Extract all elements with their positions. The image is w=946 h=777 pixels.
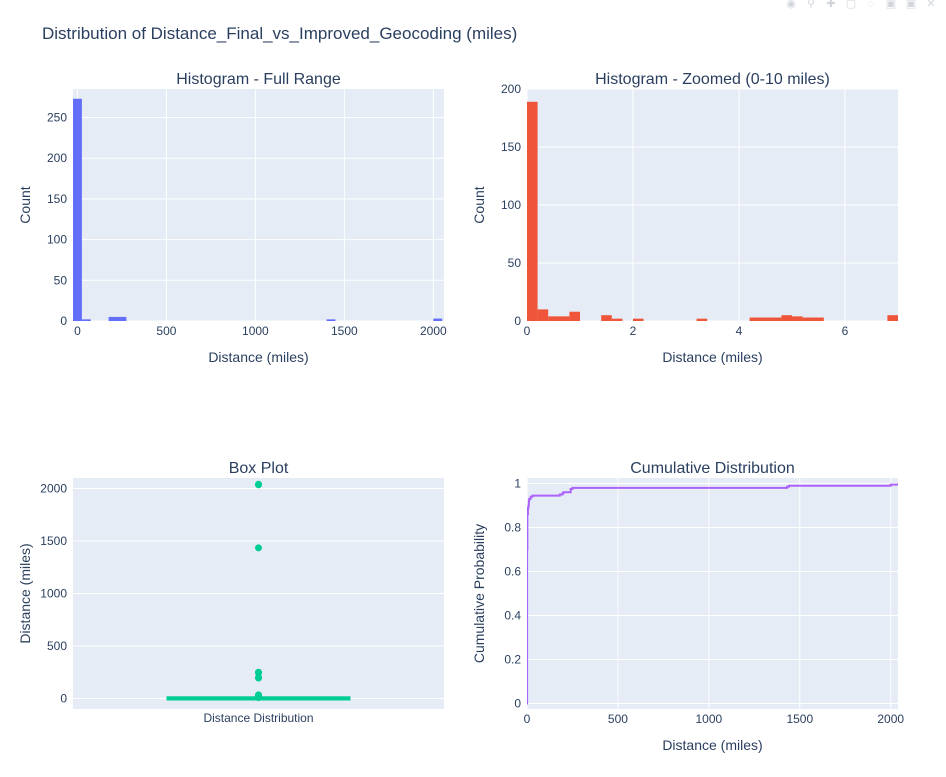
- y-tick-label: 1500: [40, 534, 67, 548]
- zoom-out-icon[interactable]: ▣: [905, 0, 917, 9]
- subplot-title: Cumulative Distribution: [630, 460, 795, 477]
- y-axis-title: Cumulative Probability: [471, 524, 487, 663]
- zoom-icon[interactable]: ⚲: [806, 0, 816, 9]
- autoscale-icon[interactable]: ✕: [926, 0, 936, 9]
- y-axis-title: Count: [17, 186, 33, 223]
- x-tick-label: 500: [156, 324, 176, 338]
- category-tick-label: Distance Distribution: [203, 711, 313, 725]
- y-tick-label: 0.6: [504, 565, 521, 579]
- outlier-point[interactable]: [255, 694, 262, 702]
- y-tick-label: 1000: [40, 587, 67, 601]
- marks: [527, 483, 898, 705]
- histogram-bar[interactable]: [749, 317, 782, 321]
- histogram-bar[interactable]: [326, 319, 336, 321]
- y-tick-label: 200: [501, 82, 521, 96]
- histogram-bar[interactable]: [696, 318, 708, 321]
- subplot-title: Box Plot: [229, 460, 289, 477]
- y-tick-label: 0.8: [504, 521, 521, 535]
- subplot-title: Histogram - Zoomed (0-10 miles): [595, 71, 830, 88]
- y-tick-label: 2000: [40, 482, 67, 496]
- x-tick-label: 2: [630, 324, 637, 338]
- histogram-bar[interactable]: [792, 316, 803, 321]
- y-axis-title: Distance (miles): [17, 543, 33, 643]
- x-tick-label: 1500: [786, 712, 813, 726]
- histogram-bar[interactable]: [527, 101, 538, 321]
- histogram-bar[interactable]: [108, 316, 118, 321]
- x-axis-title: Distance (miles): [662, 349, 762, 365]
- x-tick-label: 1500: [331, 324, 358, 338]
- x-tick-label: 1000: [242, 324, 269, 338]
- outlier-point[interactable]: [255, 481, 262, 489]
- histogram-bar[interactable]: [81, 319, 91, 321]
- subplot-1: 0 50 100 150 200 250 0 500 1000 1500 2000 Histogram…: [17, 71, 447, 365]
- marks: [527, 101, 898, 321]
- x-tick-label: 2000: [877, 712, 904, 726]
- x-tick-label: 6: [842, 324, 849, 338]
- histogram-bar[interactable]: [781, 315, 792, 321]
- subplot-4: 0 0.2 0.4 0.6 0.8 1 0 500 1000 1500 2000 Cumulative…: [471, 460, 904, 753]
- outlier-point[interactable]: [255, 674, 262, 682]
- y-tick-label: 0: [60, 314, 67, 328]
- y-tick-label: 0.2: [504, 653, 521, 667]
- y-tick-label: 200: [47, 151, 67, 165]
- x-tick-label: 0: [524, 712, 531, 726]
- histogram-bar[interactable]: [73, 98, 82, 321]
- y-tick-label: 0: [514, 697, 521, 711]
- x-tick-label: 4: [736, 324, 743, 338]
- x-tick-label: 0: [524, 324, 531, 338]
- y-tick-label: 100: [47, 233, 67, 247]
- histogram-bar[interactable]: [569, 311, 580, 321]
- modebar: ◉ ⚲ ✚ ▢ ◌ ▣ ▣ ✕: [784, 0, 938, 9]
- box-select-icon[interactable]: ▢: [845, 0, 857, 9]
- y-tick-label: 150: [47, 192, 67, 206]
- y-tick-label: 0.4: [504, 609, 521, 623]
- zoom-in-icon[interactable]: ▣: [885, 0, 897, 9]
- y-tick-label: 50: [508, 256, 522, 270]
- histogram-bar[interactable]: [537, 309, 549, 321]
- x-axis-title: Distance (miles): [208, 349, 308, 365]
- marks: [73, 98, 443, 321]
- histogram-bar[interactable]: [601, 315, 612, 321]
- x-axis-title: Distance (miles): [662, 737, 762, 753]
- y-tick-label: 1: [514, 477, 521, 491]
- plot-background: [527, 478, 898, 709]
- y-tick-label: 0: [60, 692, 67, 706]
- histogram-bar[interactable]: [548, 316, 570, 321]
- marks: [166, 480, 351, 702]
- y-tick-label: 50: [54, 273, 68, 287]
- y-tick-label: 250: [47, 110, 67, 124]
- outlier-point[interactable]: [255, 544, 262, 552]
- histogram-bar[interactable]: [433, 318, 443, 321]
- lasso-icon[interactable]: ◌: [867, 0, 875, 9]
- cdf-line[interactable]: [527, 483, 898, 705]
- y-tick-label: 150: [501, 140, 521, 154]
- histogram-bar[interactable]: [802, 317, 824, 321]
- x-tick-label: 500: [608, 712, 628, 726]
- camera-icon[interactable]: ◉: [786, 0, 796, 9]
- histogram-bar[interactable]: [633, 318, 644, 321]
- plot-background: [73, 89, 444, 321]
- histogram-bar[interactable]: [611, 318, 623, 321]
- y-axis-title: Count: [471, 186, 487, 223]
- x-tick-label: 2000: [420, 324, 447, 338]
- histogram-bar[interactable]: [117, 316, 127, 321]
- subplot-3: 0 500 1000 1500 2000 Box Plot Distance (miles)…: [17, 460, 444, 725]
- y-tick-label: 100: [501, 198, 521, 212]
- x-tick-label: 0: [74, 324, 81, 338]
- subplot-2: 0 50 100 150 200 0 2 4 6 Histogram - Zoomed (0-10…: [471, 71, 898, 365]
- histogram-bar[interactable]: [887, 315, 898, 321]
- pan-icon[interactable]: ✚: [826, 0, 836, 9]
- y-tick-label: 0: [514, 314, 521, 328]
- x-tick-label: 1000: [696, 712, 723, 726]
- y-tick-label: 500: [47, 639, 67, 653]
- figure-title: Distribution of Distance_Final_vs_Improv…: [42, 24, 517, 43]
- subplot-title: Histogram - Full Range: [176, 71, 341, 88]
